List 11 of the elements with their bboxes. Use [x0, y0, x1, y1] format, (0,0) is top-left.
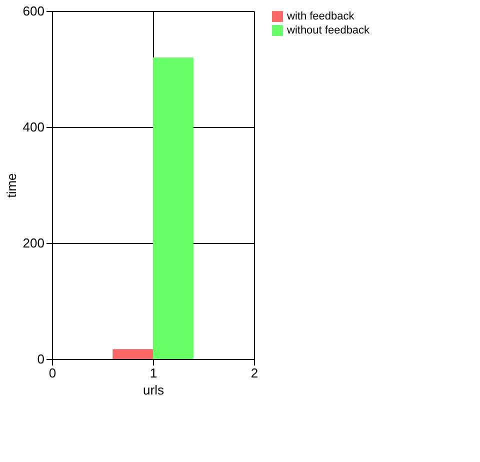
y-tick-label: 600 [22, 4, 44, 18]
x-tick-label: 2 [250, 366, 258, 380]
y-tick-label: 400 [22, 120, 44, 134]
y-tick-label: 200 [22, 236, 44, 250]
legend-label: with feedback [286, 10, 355, 22]
x-tick-label: 0 [48, 366, 56, 380]
legend-label: without feedback [286, 24, 370, 36]
y-axis-title: time [4, 173, 19, 198]
x-tick-label: 1 [150, 366, 158, 380]
x-axis-title: urls [143, 382, 164, 398]
y-tick-label: 0 [37, 352, 44, 366]
